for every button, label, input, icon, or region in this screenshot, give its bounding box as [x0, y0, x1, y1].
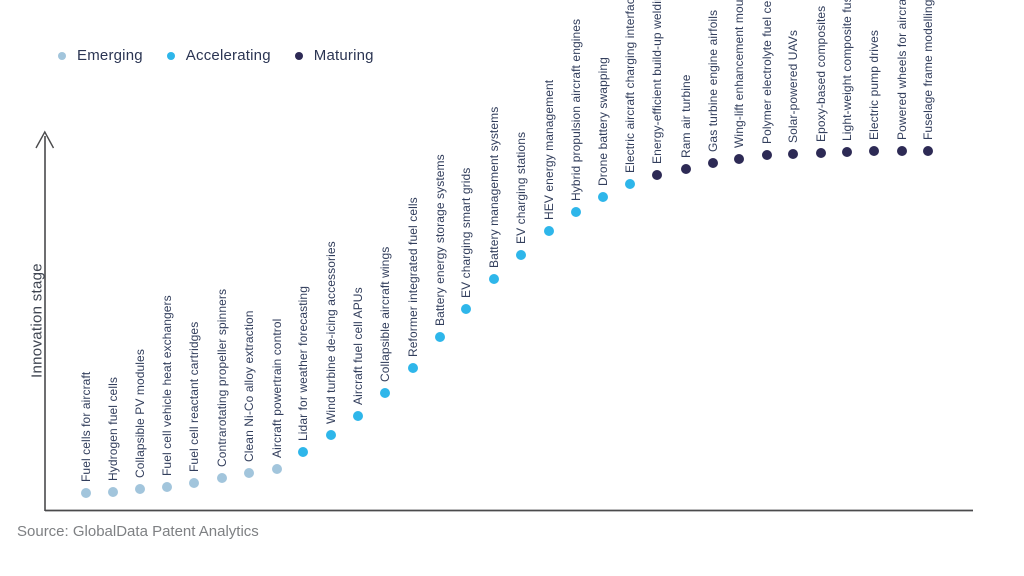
data-point-label: Ram air turbine [679, 74, 693, 158]
data-point-label: Wing-lift enhancement mountings [732, 0, 746, 148]
data-point-dot [681, 164, 691, 174]
data-point-dot [816, 148, 826, 158]
data-point-label: Aircraft powertrain control [270, 318, 284, 458]
data-point-dot [544, 226, 554, 236]
legend-item-accelerating: Accelerating [166, 47, 271, 64]
data-point-dot [516, 250, 526, 260]
data-point-label: Hydrogen fuel cells [106, 377, 120, 481]
data-point-label: Fuel cells for aircraft [79, 371, 93, 482]
y-axis-arrow-icon [35, 130, 55, 149]
data-point-label: Collapsible aircraft wings [378, 246, 392, 382]
legend-item-emerging: Emerging [58, 47, 143, 64]
data-point-dot [353, 411, 363, 421]
data-point-label: Drone battery swapping [596, 57, 610, 186]
data-point-dot [461, 304, 471, 314]
data-point-label: Light-weight composite fuselage [840, 0, 854, 141]
data-point-dot [435, 332, 445, 342]
legend-dot-icon [294, 51, 303, 60]
source-note: Source: GlobalData Patent Analytics [17, 523, 259, 540]
data-point-dot [217, 473, 227, 483]
data-point-label: Reformer integrated fuel cells [406, 197, 420, 357]
data-point-label: Hybrid propulsion aircraft engines [569, 18, 583, 201]
data-point-label: Battery management systems [487, 106, 501, 268]
data-point-label: Fuel cell reactant cartridges [187, 321, 201, 472]
data-point-dot [108, 487, 118, 497]
data-point-label: Energy-efficient build-up welding [650, 0, 664, 164]
data-point-label: Gas turbine engine airfoils [706, 9, 720, 152]
data-point-dot [135, 484, 145, 494]
data-point-label: Clean Ni-Co alloy extraction [242, 310, 256, 462]
data-point-dot [734, 154, 744, 164]
data-point-dot [380, 388, 390, 398]
data-point-label: EV charging stations [514, 131, 528, 244]
data-point-label: HEV energy management [542, 79, 556, 220]
legend-dot-icon [166, 51, 175, 60]
data-point-label: Fuel cell vehicle heat exchangers [160, 295, 174, 476]
data-point-label: Fuselage frame modelling [921, 0, 935, 140]
data-point-label: Electric aircraft charging interfaces [623, 0, 637, 173]
legend-label: Maturing [313, 47, 374, 64]
data-point-dot [571, 207, 581, 217]
data-point-dot [189, 478, 199, 488]
data-point-dot [625, 179, 635, 189]
data-point-label: EV charging smart grids [459, 167, 473, 298]
data-point-dot [244, 468, 254, 478]
data-point-label: Contrarotating propeller spinners [215, 288, 229, 467]
data-point-label: Lidar for weather forecasting [296, 286, 310, 441]
data-point-label: Aircraft fuel cell APUs [351, 287, 365, 405]
data-point-label: Powered wheels for aircraft landing [895, 0, 909, 140]
legend-dot-icon [58, 51, 66, 60]
data-point-dot [897, 146, 907, 156]
data-point-label: Collapsible PV modules [133, 349, 147, 478]
data-point-dot [708, 158, 718, 168]
data-point-label: Battery energy storage systems [433, 154, 447, 326]
data-point-label: Wind turbine de-icing accessories [324, 241, 338, 424]
data-point-dot [923, 146, 933, 156]
y-axis-label: Innovation stage [28, 263, 46, 378]
data-point-dot [408, 363, 418, 373]
data-point-dot [81, 488, 91, 498]
data-point-dot [788, 149, 798, 159]
data-point-dot [489, 274, 499, 284]
data-point-label: Polymer electrolyte fuel cells [760, 0, 774, 144]
legend-item-maturing: Maturing [294, 47, 374, 64]
data-point-dot [842, 147, 852, 157]
data-point-dot [762, 150, 772, 160]
data-point-dot [598, 192, 608, 202]
data-point-dot [869, 146, 879, 156]
data-point-dot [272, 464, 282, 474]
data-point-dot [298, 447, 308, 457]
legend-label: Accelerating [185, 47, 271, 64]
data-point-dot [326, 430, 336, 440]
data-point-dot [162, 482, 172, 492]
data-point-dot [652, 170, 662, 180]
legend-label: Emerging [77, 47, 143, 64]
data-point-label: Electric pump drives [867, 29, 881, 140]
legend: Emerging Accelerating Maturing [58, 47, 374, 64]
data-point-label: Epoxy-based composites [814, 5, 828, 142]
data-point-label: Solar-powered UAVs [786, 30, 800, 143]
